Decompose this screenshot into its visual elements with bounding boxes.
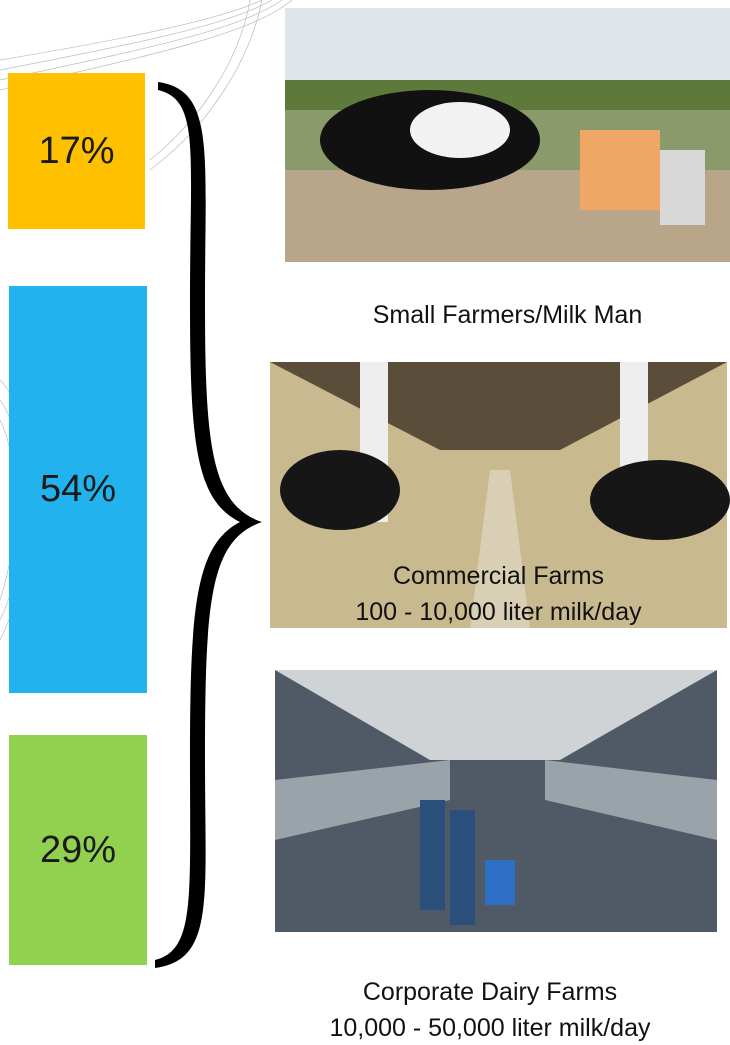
- photo-small-farmer: [285, 8, 730, 262]
- share-box: 54%: [9, 286, 147, 693]
- caption-line: Corporate Dairy Farms: [362, 978, 618, 1006]
- share-label: 29%: [39, 828, 117, 871]
- farm-caption: Commercial Farms 100 - 10,000 liter milk/…: [270, 558, 727, 630]
- photo-commercial-farm: [270, 362, 730, 628]
- photo-corporate-farm: [275, 670, 717, 932]
- caption-line: Commercial Farms: [392, 562, 605, 590]
- brace: [155, 82, 262, 968]
- share-box: 29%: [9, 735, 147, 965]
- caption-line: Small Farmers/Milk Man: [372, 301, 643, 329]
- caption-line: 10,000 - 50,000 liter milk/day: [329, 1014, 651, 1042]
- farm-caption: Corporate Dairy Farms 10,000 - 50,000 lit…: [250, 974, 730, 1045]
- farm-caption: Small Farmers/Milk Man: [285, 297, 730, 333]
- share-label: 54%: [39, 468, 117, 510]
- share-box: 17%: [8, 73, 145, 229]
- share-label: 17%: [38, 129, 115, 172]
- caption-line: 100 - 10,000 liter milk/day: [355, 598, 642, 626]
